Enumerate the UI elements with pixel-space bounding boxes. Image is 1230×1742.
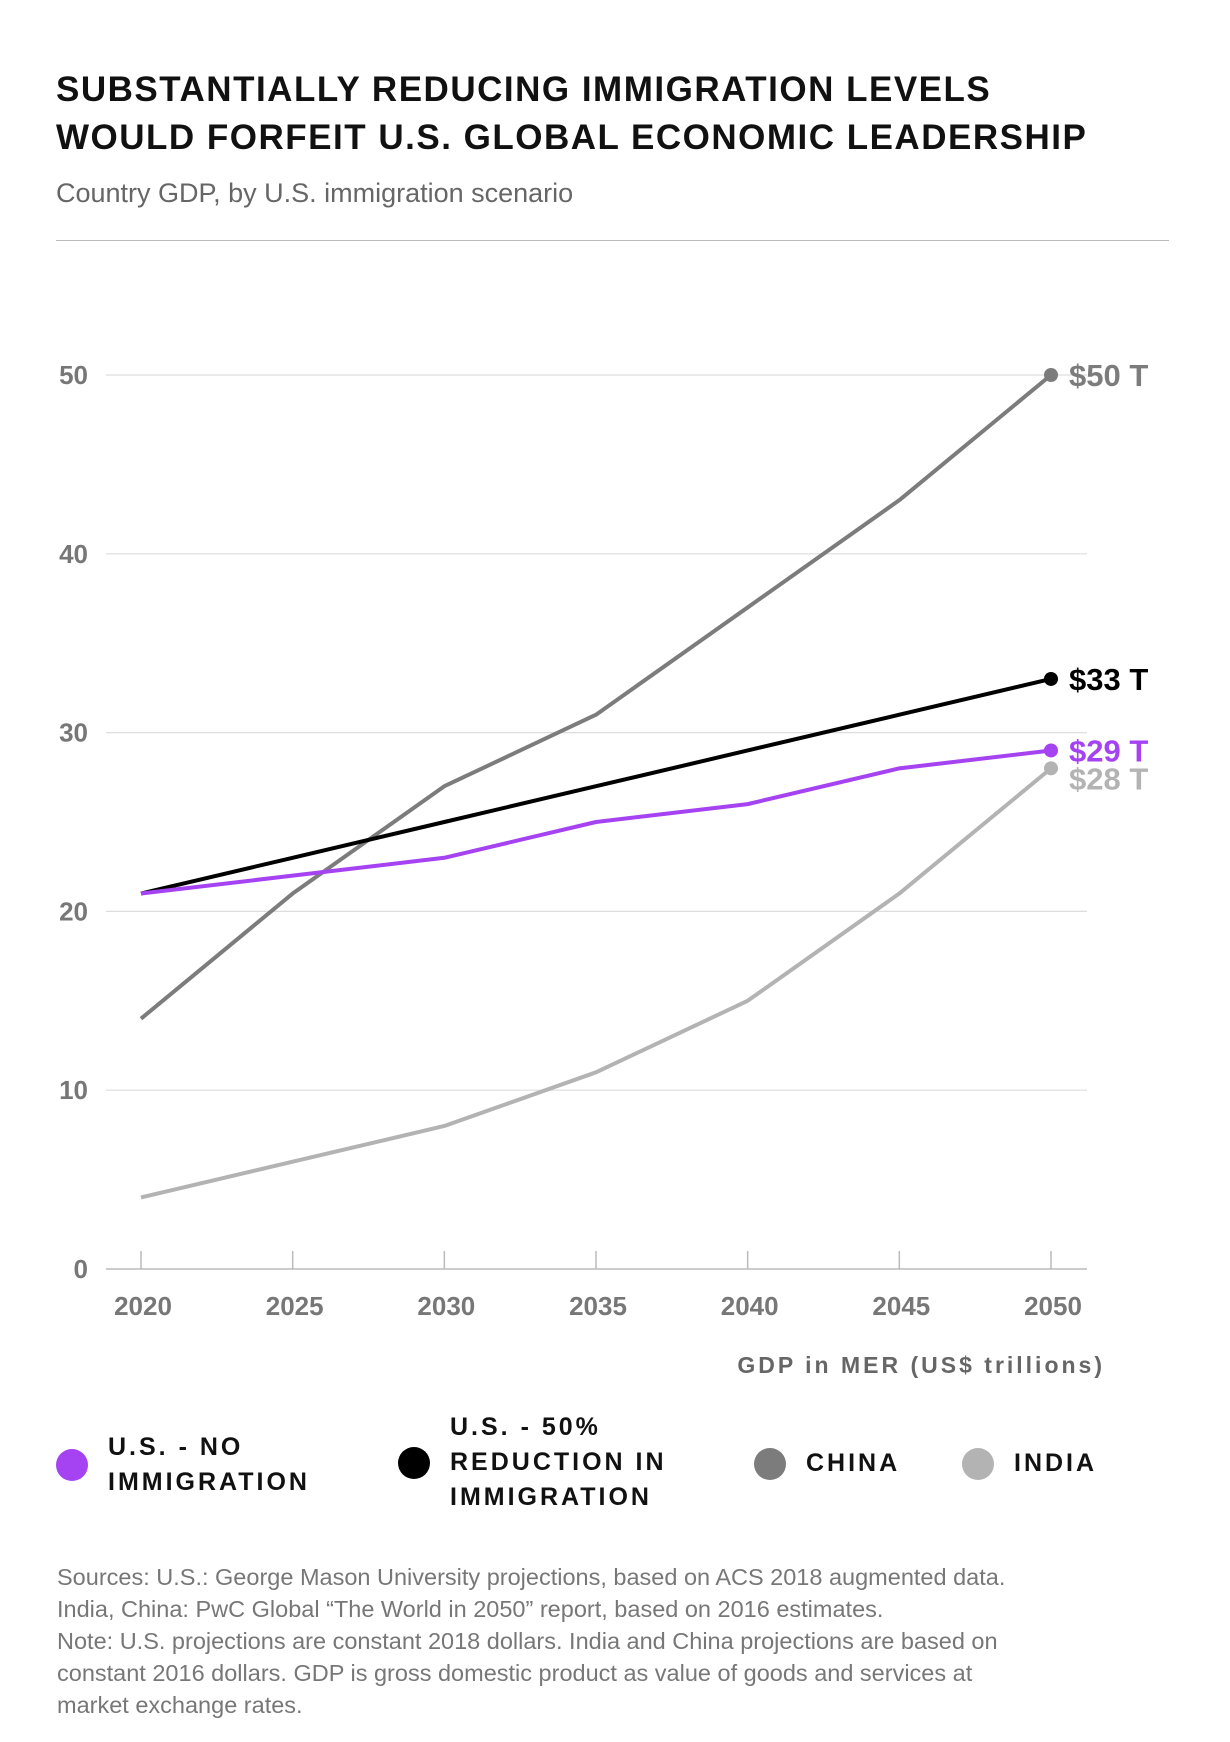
x-tick-label: 2020 xyxy=(114,1291,172,1321)
series-end-label: $33 T xyxy=(1069,662,1148,697)
title-line-1: Substantially reducing immigration level… xyxy=(56,70,992,109)
legend-item-us-no-immigration: U.S. - No immigration xyxy=(56,1430,310,1500)
series-end-label: $29 T xyxy=(1069,733,1148,768)
series-line xyxy=(140,766,1053,1200)
header-divider xyxy=(56,240,1169,241)
legend-label: U.S. - No xyxy=(108,1433,244,1461)
series-line xyxy=(139,373,1053,1021)
series-end-point xyxy=(1044,761,1058,776)
x-axis-title: GDP in MER (US$ trillions) xyxy=(737,1352,1105,1378)
x-tick-label: 2045 xyxy=(872,1291,930,1321)
footer-line: market exchange rates. xyxy=(57,1692,303,1718)
legend-dot-icon xyxy=(56,1449,88,1481)
y-tick-label: 40 xyxy=(59,539,88,569)
legend: U.S. - No immigration U.S. - 50% reduction… xyxy=(56,1410,1176,1520)
x-tick-label: 2025 xyxy=(266,1291,324,1321)
series-end-label: $28 T xyxy=(1069,761,1148,796)
chart-title: Substantially reducing immigration level… xyxy=(56,66,1087,162)
legend-label: U.S. - 50% xyxy=(450,1413,601,1441)
y-tick-label: 20 xyxy=(59,896,88,926)
series-end-label: $50 T xyxy=(1069,358,1148,393)
legend-dot-icon xyxy=(398,1446,430,1479)
title-line-2: would forfeit U.S. global economic leade… xyxy=(56,118,1088,157)
legend-label: immigration xyxy=(450,1483,652,1511)
x-tick-label: 2035 xyxy=(569,1291,627,1321)
y-tick-label: 50 xyxy=(59,360,88,390)
y-tick-label: 10 xyxy=(59,1075,88,1105)
series-end-point xyxy=(1044,368,1058,382)
legend-label: reduction in xyxy=(450,1448,667,1476)
footer-line: constant 2016 dollars. GDP is gross dome… xyxy=(57,1660,973,1686)
x-tick-label: 2040 xyxy=(721,1291,779,1321)
chart-subtitle: Country GDP, by U.S. immigration scenari… xyxy=(56,178,574,208)
legend-item-india: India xyxy=(962,1446,1097,1481)
legend-item-us-50-reduction: U.S. - 50% reduction in immigration xyxy=(398,1410,667,1515)
y-tick-label: 0 xyxy=(74,1254,88,1284)
legend-item-china: China xyxy=(754,1446,900,1481)
source-note: Sources: U.S.: George Mason University p… xyxy=(57,1561,1187,1721)
footer-line: India, China: PwC Global “The World in 2… xyxy=(57,1596,884,1622)
footer-line: Sources: U.S.: George Mason University p… xyxy=(57,1564,1006,1590)
x-tick-label: 2050 xyxy=(1024,1291,1082,1321)
legend-label: India xyxy=(1014,1449,1098,1477)
series-line xyxy=(140,677,1052,896)
legend-dot-icon xyxy=(754,1447,786,1480)
x-tick-label: 2030 xyxy=(417,1291,475,1321)
y-tick-label: 30 xyxy=(59,718,88,748)
series-end-point xyxy=(1044,743,1058,758)
legend-label: immigration xyxy=(108,1468,310,1496)
legend-dot-icon xyxy=(962,1447,994,1480)
series-end-point xyxy=(1044,671,1058,686)
legend-label: China xyxy=(806,1449,901,1477)
footer-line: Note: U.S. projections are constant 2018… xyxy=(57,1628,998,1654)
series-line xyxy=(140,748,1052,896)
